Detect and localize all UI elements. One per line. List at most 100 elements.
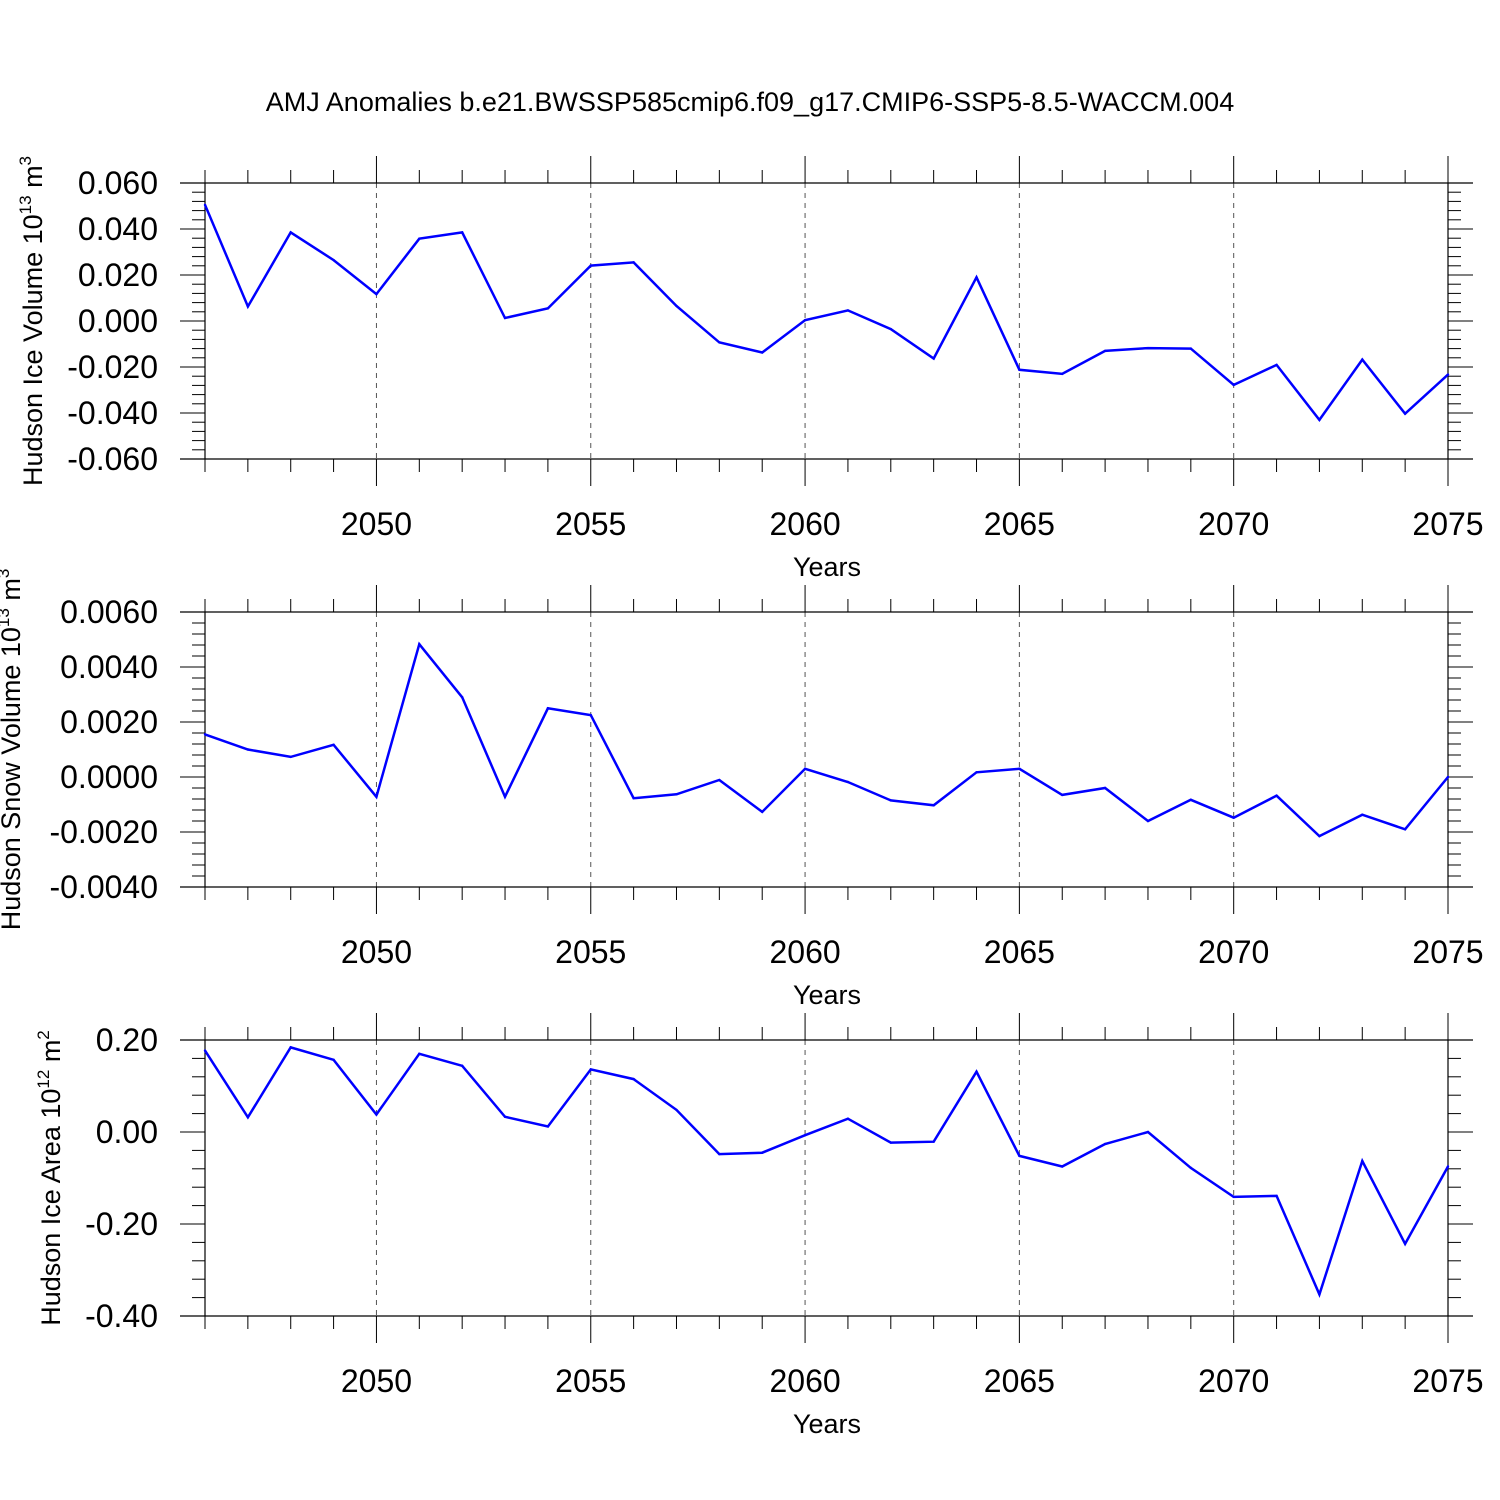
y-axis-label-unit-exponent: 3 bbox=[0, 569, 13, 578]
data-point bbox=[1146, 346, 1150, 350]
data-point bbox=[675, 793, 678, 796]
data-point bbox=[332, 1058, 335, 1061]
data-point bbox=[1061, 1165, 1064, 1168]
y-axis-label-exponent: 12 bbox=[34, 1070, 53, 1089]
y-tick-label: 0.00 bbox=[96, 1114, 158, 1150]
data-point bbox=[418, 642, 421, 646]
y-tick-label: 0.0000 bbox=[60, 759, 158, 795]
data-point bbox=[1232, 1195, 1235, 1199]
y-tick-label: -0.0020 bbox=[49, 814, 158, 850]
data-point bbox=[418, 237, 421, 240]
data-point bbox=[932, 1140, 935, 1143]
data-point bbox=[375, 1113, 378, 1116]
ice-volume-panel: -0.060 -0.040 -0.020 0.000 0.020 0.040 0.060 20… bbox=[16, 156, 1484, 582]
data-point bbox=[289, 231, 292, 234]
data-point bbox=[675, 304, 678, 308]
data-point bbox=[846, 309, 850, 312]
x-tick-label: 2060 bbox=[769, 506, 840, 542]
y-tick-label: -0.040 bbox=[67, 395, 158, 431]
data-point bbox=[1146, 1130, 1150, 1134]
data-point bbox=[1018, 1154, 1021, 1158]
data-point bbox=[632, 1077, 635, 1081]
series-line bbox=[203, 1045, 1450, 1298]
data-point bbox=[975, 1070, 978, 1073]
x-tick-label: 2050 bbox=[341, 934, 412, 970]
data-point bbox=[203, 733, 207, 736]
y-axis-label-exponent: 13 bbox=[16, 195, 35, 214]
x-tick-label: 2075 bbox=[1412, 934, 1483, 970]
data-point bbox=[203, 1049, 207, 1052]
data-point bbox=[589, 1068, 592, 1071]
x-tick-label: 2060 bbox=[769, 1363, 840, 1399]
data-point bbox=[246, 1116, 250, 1119]
x-tick-label: 2055 bbox=[555, 1363, 626, 1399]
y-tick-label: -0.40 bbox=[85, 1298, 158, 1334]
x-tick-label: 2050 bbox=[341, 1363, 412, 1399]
data-point bbox=[503, 316, 507, 320]
y-axis-label: Hudson Snow Volume 1013 m3 bbox=[0, 569, 26, 931]
data-point bbox=[1232, 816, 1235, 819]
y-tick-label: 0.20 bbox=[96, 1022, 158, 1058]
data-point bbox=[1146, 819, 1150, 823]
y-axis-label-unit: m bbox=[0, 578, 26, 608]
x-tick-label: 2075 bbox=[1412, 506, 1483, 542]
data-point bbox=[1061, 793, 1064, 797]
data-point bbox=[375, 292, 378, 296]
data-point bbox=[1018, 767, 1021, 770]
data-point bbox=[1103, 1142, 1107, 1146]
data-point bbox=[1061, 372, 1064, 376]
y-axis-label-text: Hudson Ice Area 10 bbox=[36, 1089, 66, 1326]
data-point bbox=[675, 1108, 678, 1112]
data-point bbox=[1275, 363, 1278, 367]
data-point bbox=[975, 771, 978, 774]
data-point bbox=[589, 713, 592, 717]
data-point bbox=[289, 755, 292, 759]
data-point bbox=[632, 796, 635, 800]
data-point bbox=[1361, 1159, 1364, 1163]
x-tick-label: 2065 bbox=[984, 506, 1055, 542]
x-axis-label: Years bbox=[793, 552, 861, 582]
data-point bbox=[246, 305, 250, 308]
y-axis-label-unit-exponent: 3 bbox=[16, 156, 35, 165]
y-tick-label: 0.0020 bbox=[60, 704, 158, 740]
data-point bbox=[761, 1151, 764, 1154]
data-point bbox=[1403, 412, 1407, 415]
y-axis-label-unit: m bbox=[36, 1040, 66, 1070]
data-point bbox=[1018, 368, 1021, 371]
y-tick-label: -0.060 bbox=[67, 441, 158, 477]
data-point bbox=[1232, 383, 1235, 387]
y-axis-label: Hudson Ice Area 1012 m2 bbox=[34, 1030, 66, 1326]
data-point bbox=[1446, 775, 1450, 779]
x-tick-label: 2065 bbox=[984, 1363, 1055, 1399]
data-point bbox=[1361, 358, 1364, 361]
data-point bbox=[246, 748, 250, 751]
data-point bbox=[846, 780, 850, 784]
data-point bbox=[846, 1117, 850, 1120]
x-tick-label: 2065 bbox=[984, 934, 1055, 970]
data-point bbox=[546, 707, 550, 710]
y-axis-label-unit: m bbox=[18, 165, 48, 195]
data-point bbox=[375, 795, 378, 798]
data-point bbox=[546, 307, 550, 310]
data-point bbox=[1189, 347, 1193, 350]
chart-title: AMJ Anomalies b.e21.BWSSP585cmip6.f09_g1… bbox=[266, 87, 1234, 117]
data-point bbox=[503, 795, 507, 798]
data-point bbox=[460, 696, 464, 699]
data-point bbox=[1446, 373, 1450, 376]
data-point bbox=[503, 1115, 507, 1119]
x-tick-label: 2055 bbox=[555, 506, 626, 542]
data-point bbox=[1403, 828, 1407, 831]
data-point bbox=[803, 318, 807, 322]
data-point bbox=[761, 351, 764, 354]
y-axis-label: Hudson Ice Volume 1013 m3 bbox=[16, 156, 48, 486]
y-tick-label: 0.020 bbox=[78, 257, 158, 293]
data-point bbox=[289, 1046, 292, 1049]
data-point bbox=[1103, 786, 1107, 790]
data-point bbox=[1103, 349, 1107, 353]
x-tick-label: 2075 bbox=[1412, 1363, 1483, 1399]
y-tick-label: 0.0040 bbox=[60, 649, 158, 685]
y-axis-label-text: Hudson Ice Volume 10 bbox=[18, 214, 48, 486]
y-tick-label: -0.0040 bbox=[49, 869, 158, 905]
y-tick-label: -0.020 bbox=[67, 349, 158, 385]
